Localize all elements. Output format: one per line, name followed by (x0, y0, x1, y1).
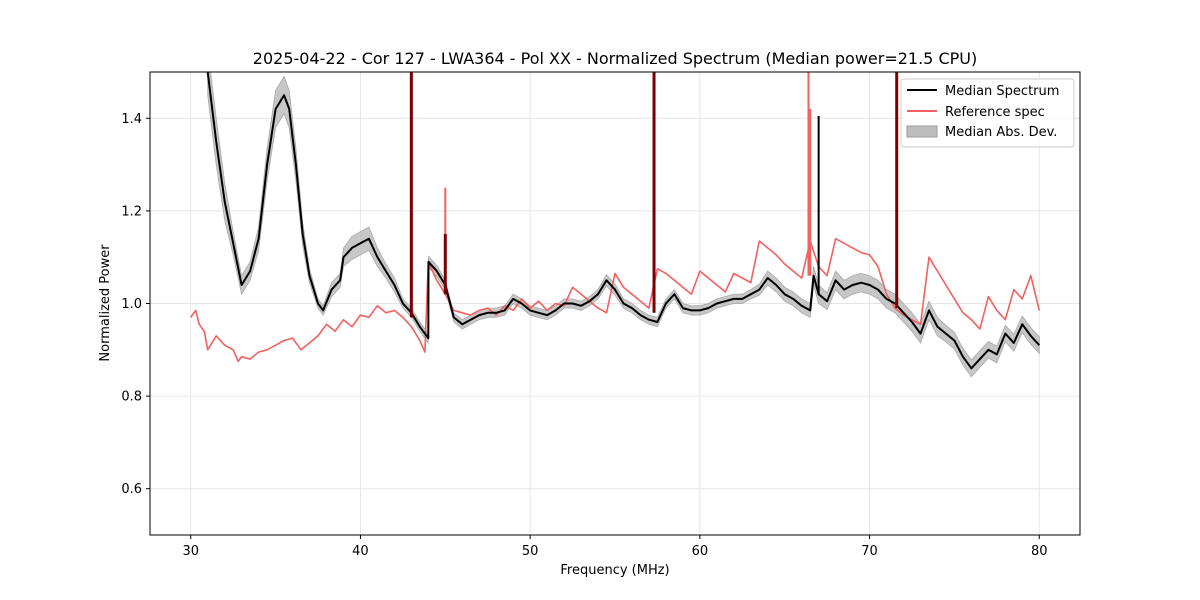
y-tick-label: 0.8 (121, 390, 142, 405)
x-tick-label: 60 (692, 544, 709, 559)
x-tick-label: 40 (352, 544, 369, 559)
median-layer (206, 72, 1041, 370)
y-tick-label: 0.6 (121, 482, 142, 497)
legend-mad-swatch (906, 125, 938, 138)
x-tick-label: 50 (522, 544, 539, 559)
y-tick-label: 1.4 (121, 112, 142, 127)
legend-box (900, 78, 1075, 148)
legend-mad-label: Median Abs. Dev. (945, 125, 1057, 140)
legend-reference-label: Reference spec (945, 105, 1045, 120)
chart-title: 2025-04-22 - Cor 127 - LWA364 - Pol XX -… (253, 49, 977, 68)
reference-spectrum-line (190, 237, 1041, 363)
axis-ticks: 30 40 50 60 70 80 0.6 0.8 1.0 1.2 1.4 (121, 112, 1047, 559)
x-tick-label: 70 (861, 544, 878, 559)
median-spectrum-line (206, 72, 1041, 370)
y-tick-label: 1.0 (121, 297, 142, 312)
legend-median-label: Median Spectrum (945, 84, 1059, 99)
x-tick-label: 30 (182, 544, 199, 559)
spike-layer (409, 72, 899, 318)
legend: Median Spectrum Reference spec Median Ab… (900, 78, 1075, 148)
y-tick-label: 1.2 (121, 204, 142, 219)
x-axis-label: Frequency (MHz) (560, 563, 669, 578)
x-tick-label: 80 (1031, 544, 1048, 559)
y-axis-label: Normalized Power (98, 244, 113, 362)
